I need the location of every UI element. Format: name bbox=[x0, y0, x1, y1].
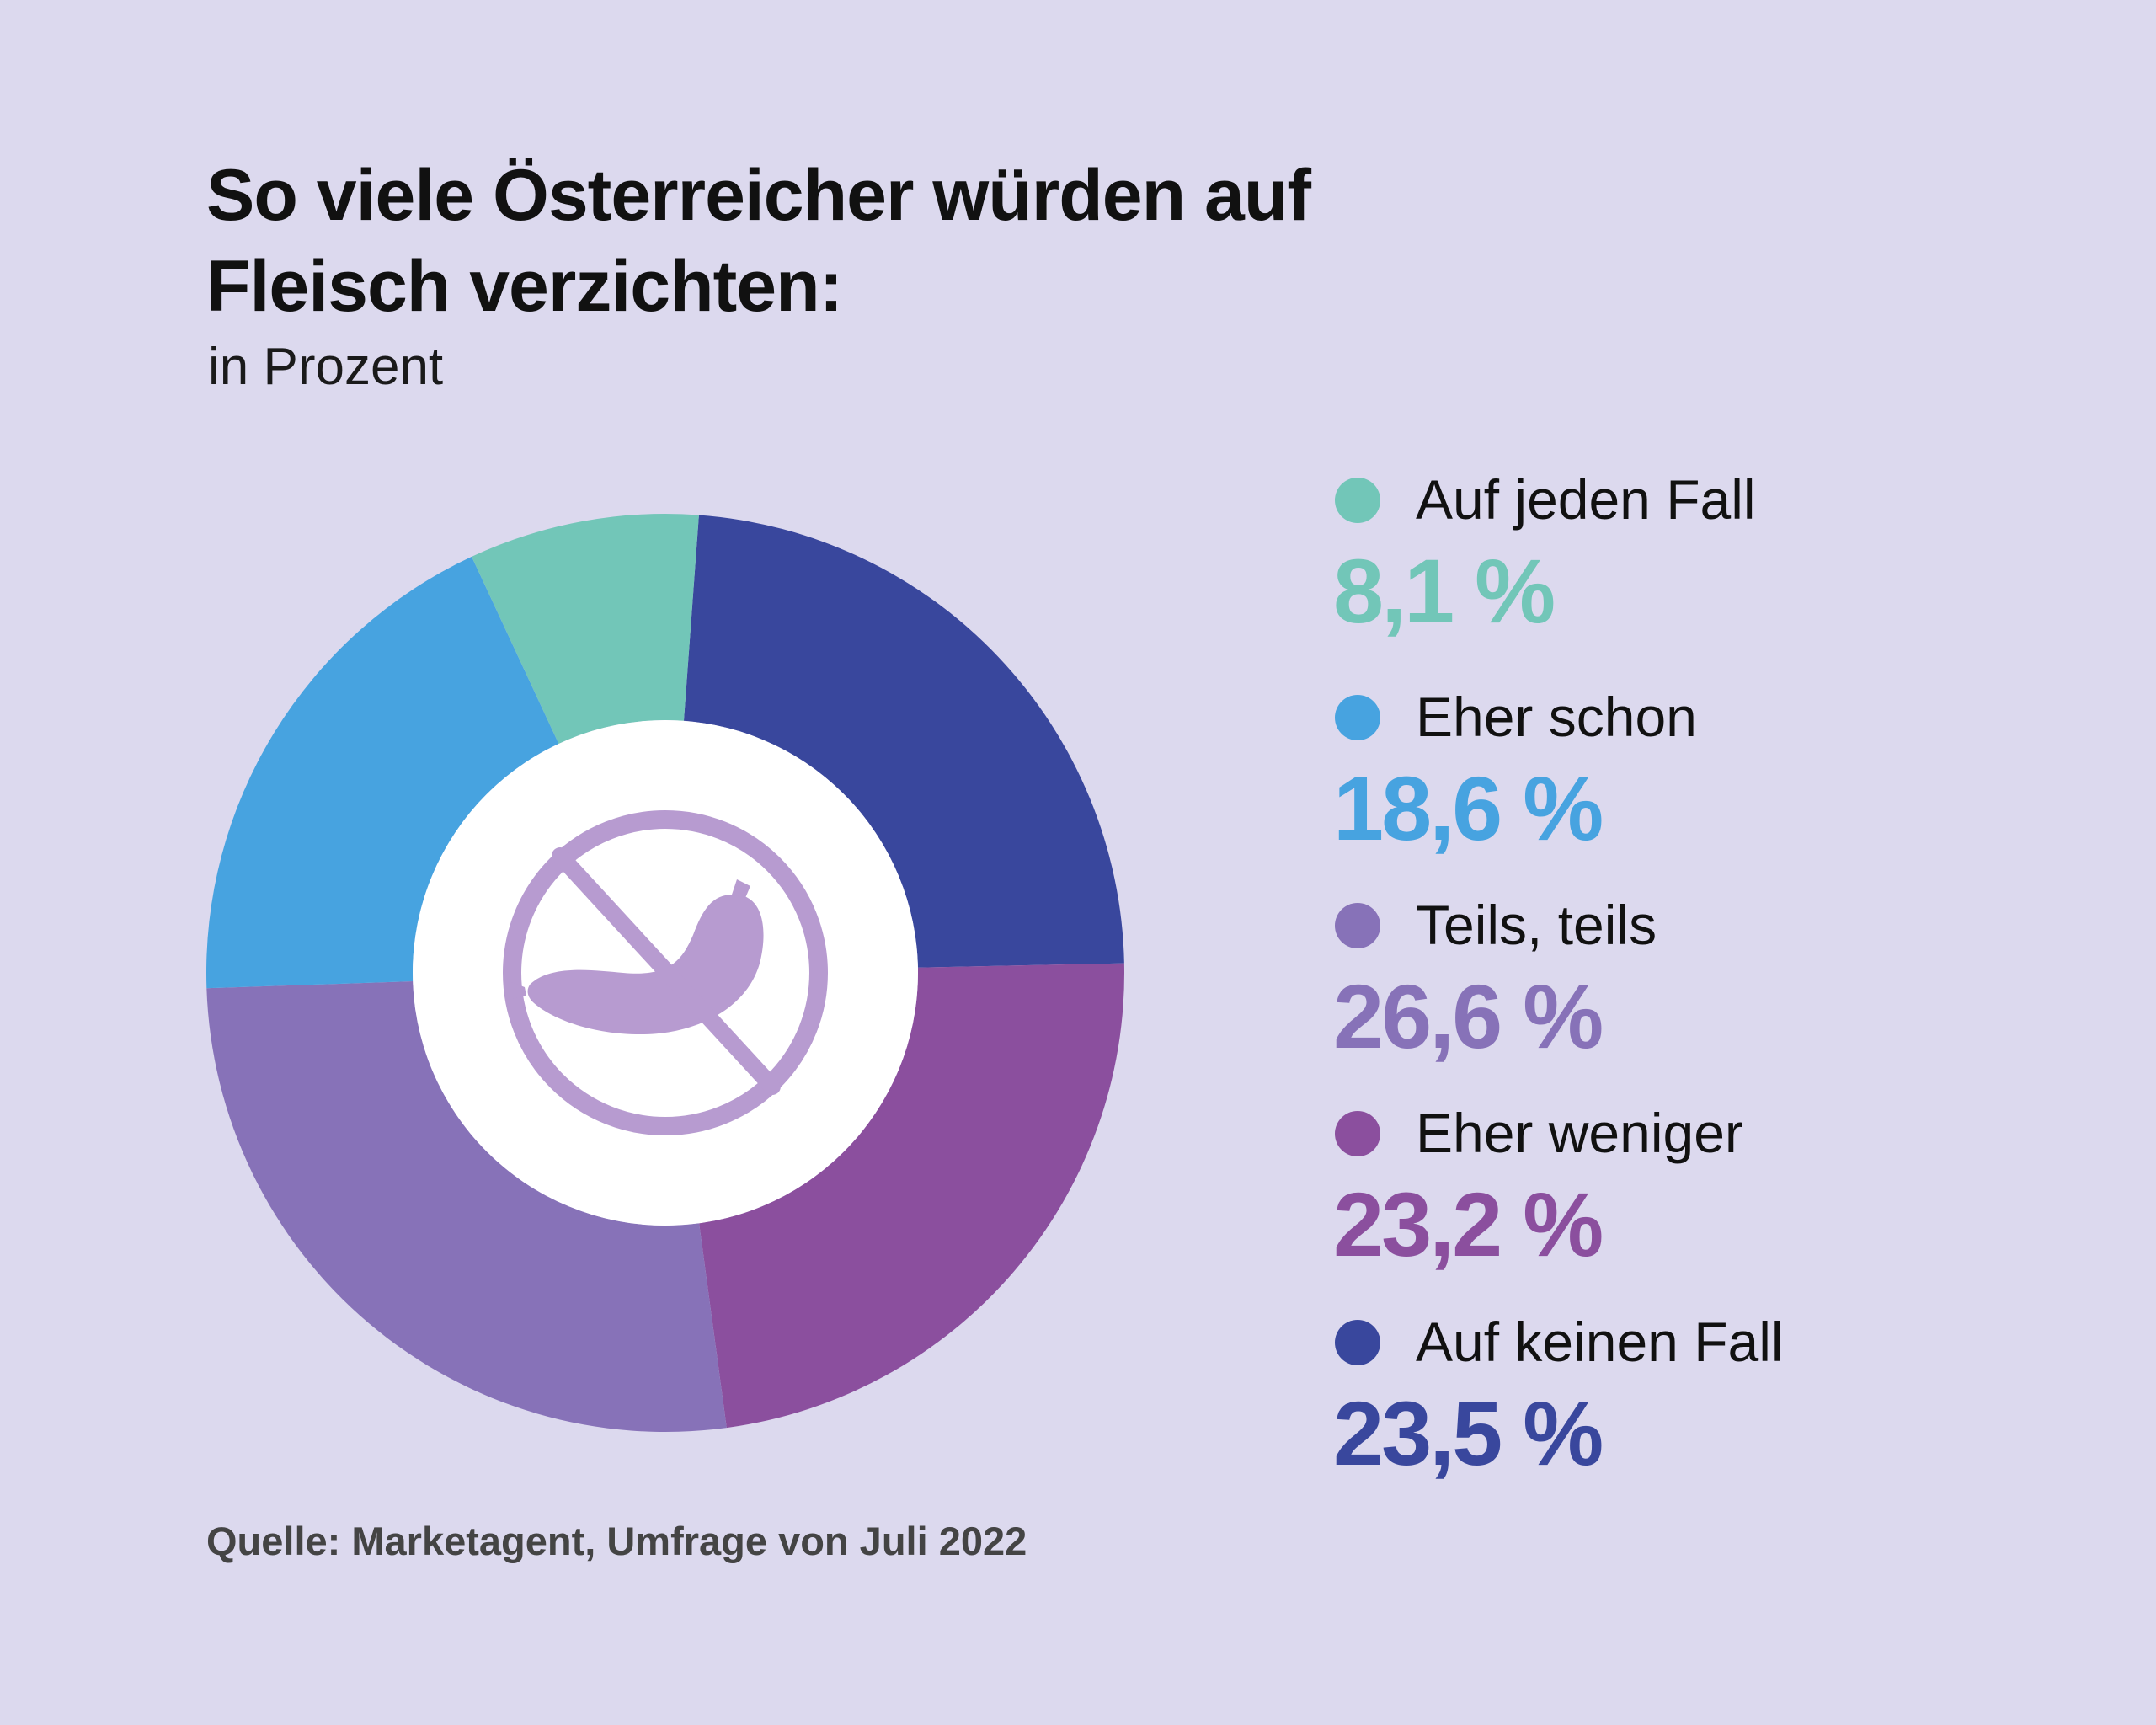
legend-item-auf-jeden-fall: Auf jeden Fall 8,1 % bbox=[1333, 459, 2093, 661]
legend-label: Auf jeden Fall bbox=[1416, 468, 1756, 531]
donut-slice-eher-weniger bbox=[699, 963, 1124, 1429]
legend-label: Eher weniger bbox=[1416, 1102, 1743, 1164]
no-sausage-icon bbox=[503, 810, 828, 1135]
legend-item-auf-keinen-fall: Auf keinen Fall 23,5 % bbox=[1333, 1301, 2093, 1503]
donut-slice-auf-keinen-fall bbox=[683, 515, 1124, 968]
chart-subtitle: in Prozent bbox=[208, 338, 444, 396]
legend-item-teils-teils: Teils, teils 26,6 % bbox=[1333, 884, 2093, 1087]
legend-value: 26,6 % bbox=[1333, 965, 1604, 1067]
legend-dot bbox=[1335, 1111, 1380, 1156]
legend-value: 8,1 % bbox=[1333, 540, 1556, 642]
legend-dot bbox=[1335, 903, 1380, 948]
legend-value: 18,6 % bbox=[1333, 757, 1604, 859]
legend-label: Auf keinen Fall bbox=[1416, 1311, 1784, 1373]
donut-slice-teils-teils bbox=[206, 981, 727, 1432]
source-note: Quelle: Marketagent, Umfrage von Juli 20… bbox=[206, 1519, 1027, 1563]
legend-value: 23,5 % bbox=[1333, 1382, 1604, 1484]
legend-label: Teils, teils bbox=[1416, 894, 1657, 956]
legend-item-eher-weniger: Eher weniger 23,2 % bbox=[1333, 1092, 2093, 1295]
legend-dot bbox=[1335, 695, 1380, 740]
legend-label: Eher schon bbox=[1416, 686, 1697, 748]
chart-title: So viele Österreicher würden auf Fleisch… bbox=[206, 155, 1311, 327]
legend-value: 23,2 % bbox=[1333, 1173, 1604, 1275]
donut-chart bbox=[206, 514, 1124, 1432]
legend-item-eher-schon: Eher schon 18,6 % bbox=[1333, 676, 2093, 879]
donut-slice-eher-schon bbox=[206, 556, 559, 989]
donut-slice-auf-jeden-fall bbox=[472, 514, 699, 745]
legend-dot bbox=[1335, 1320, 1380, 1365]
legend-dot bbox=[1335, 478, 1380, 523]
